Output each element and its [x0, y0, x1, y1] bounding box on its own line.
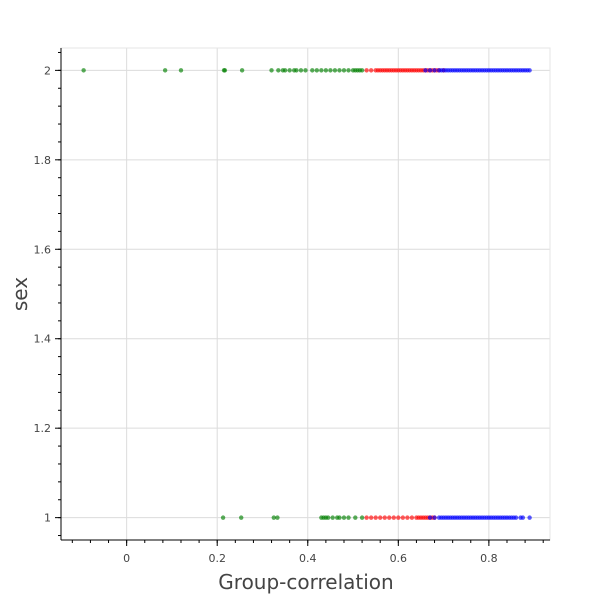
data-point — [364, 515, 369, 520]
data-point — [527, 68, 532, 73]
data-point — [359, 68, 365, 73]
data-point — [427, 68, 433, 73]
data-point — [400, 515, 406, 520]
data-point — [220, 515, 226, 520]
data-point — [346, 515, 351, 520]
data-point — [391, 515, 396, 520]
data-point — [382, 515, 387, 520]
data-point — [275, 515, 280, 520]
axes: 0 0.2 0.4 0.6 0.8 1 1.2 1.4 1.6 1.8 2 — [34, 48, 550, 565]
data-point — [423, 68, 428, 73]
data-point — [222, 68, 228, 73]
data-point — [178, 68, 184, 73]
data-point — [310, 68, 315, 73]
x-tick-label: 0.8 — [480, 552, 498, 565]
data-point — [405, 515, 410, 520]
plot-background — [61, 48, 550, 540]
data-point — [287, 68, 292, 73]
y-tick-label: 2 — [44, 64, 51, 77]
data-point — [364, 68, 369, 73]
y-tick-label: 1.6 — [34, 243, 52, 256]
data-point — [298, 68, 304, 73]
data-point — [81, 68, 86, 73]
data-point — [520, 515, 526, 520]
data-points — [81, 68, 532, 520]
data-point — [314, 68, 320, 73]
data-point — [359, 515, 365, 520]
data-point — [271, 515, 277, 520]
data-point — [513, 515, 519, 520]
data-point — [319, 68, 324, 73]
data-point — [432, 68, 437, 73]
y-tick-label: 1.8 — [34, 154, 52, 167]
data-point — [341, 515, 347, 520]
data-point — [373, 515, 378, 520]
data-point — [432, 515, 437, 520]
grid-lines — [61, 48, 550, 540]
data-point — [294, 68, 299, 73]
y-tick-label: 1.4 — [34, 333, 52, 346]
y-tick-label: 1.2 — [34, 422, 52, 435]
y-tick-label: 1 — [44, 512, 51, 525]
data-point — [337, 68, 342, 73]
data-point — [337, 515, 342, 520]
x-tick-label: 0.4 — [299, 552, 317, 565]
data-point — [239, 68, 245, 73]
y-axis-label: sex — [8, 277, 32, 311]
x-tick-label: 0.2 — [208, 552, 226, 565]
data-point — [239, 515, 244, 520]
data-point — [346, 68, 351, 73]
x-tick-label: 0.6 — [390, 552, 408, 565]
data-point — [396, 515, 401, 520]
data-point — [368, 68, 374, 73]
data-point — [387, 515, 392, 520]
data-point — [353, 515, 358, 520]
data-point — [303, 68, 308, 73]
data-point — [282, 68, 288, 73]
data-point — [162, 68, 168, 73]
data-point — [330, 515, 335, 520]
data-point — [325, 515, 331, 520]
data-point — [328, 68, 333, 73]
data-point — [269, 68, 274, 73]
data-point — [323, 68, 329, 73]
data-point — [341, 68, 347, 73]
data-point — [276, 68, 281, 73]
data-point — [427, 515, 433, 520]
data-point — [378, 515, 383, 520]
x-axis-label: Group-correlation — [218, 570, 393, 594]
data-point — [332, 68, 338, 73]
data-point — [368, 515, 374, 520]
x-tick-label: 0 — [123, 552, 130, 565]
data-point — [527, 515, 532, 520]
data-point — [409, 515, 415, 520]
